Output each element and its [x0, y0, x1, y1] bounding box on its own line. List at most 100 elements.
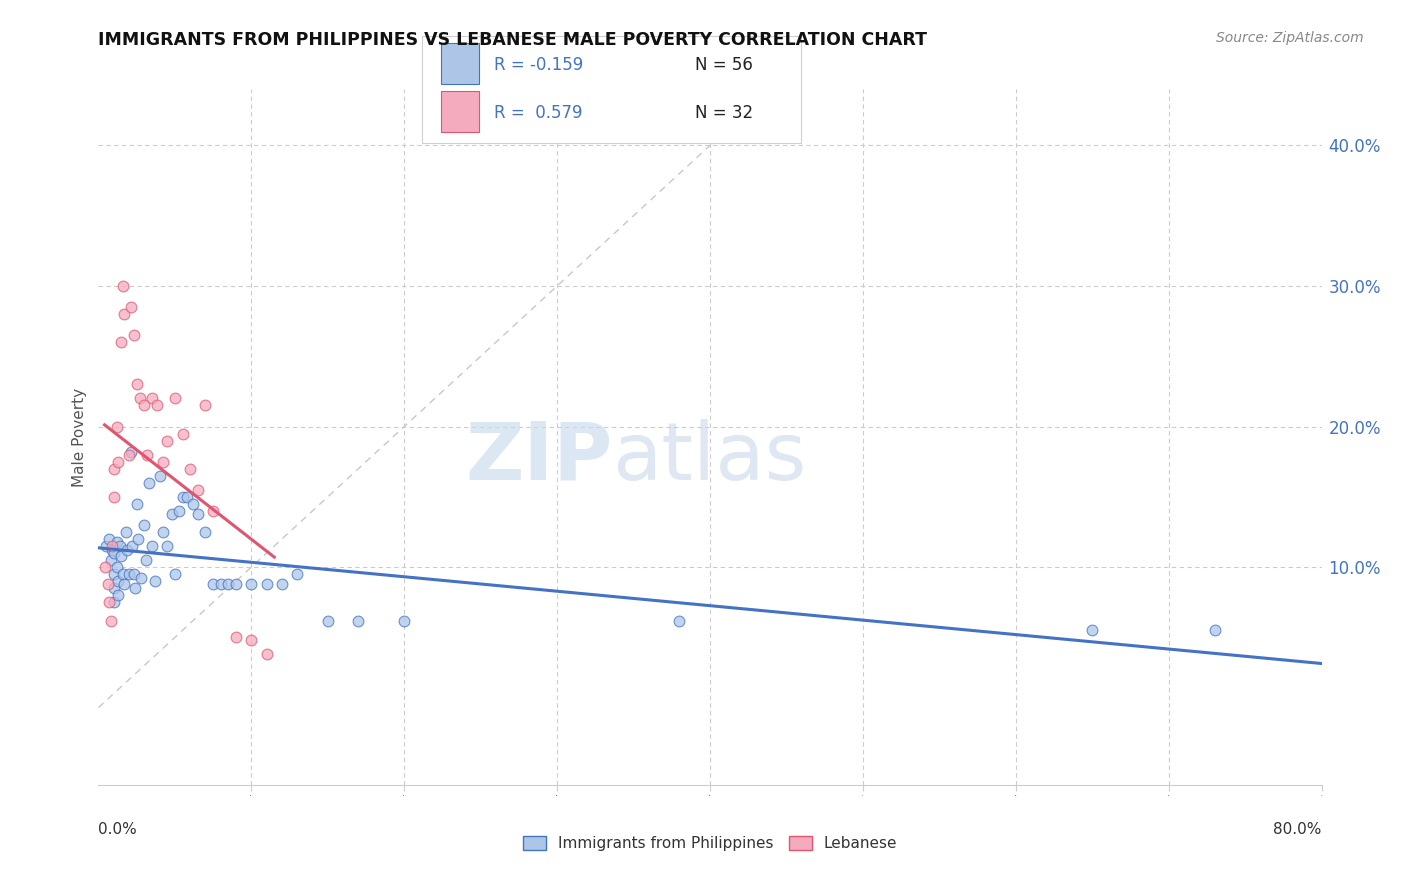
- Point: [105, 419, 128, 434]
- Point: [93, 560, 115, 574]
- Point: [107, 574, 129, 589]
- Point: [169, 504, 191, 518]
- Point: [97, 577, 120, 591]
- Text: ZIP: ZIP: [465, 419, 612, 497]
- Point: [668, 614, 690, 628]
- Point: [285, 567, 308, 582]
- Text: N = 32: N = 32: [695, 103, 754, 121]
- Point: [172, 490, 194, 504]
- Point: [103, 461, 125, 475]
- Point: [256, 577, 278, 591]
- Point: [270, 577, 292, 591]
- Point: [163, 567, 186, 582]
- Point: [124, 581, 146, 595]
- Point: [103, 567, 125, 582]
- Point: [134, 399, 156, 413]
- Point: [112, 307, 135, 321]
- Text: atlas: atlas: [612, 419, 807, 497]
- Point: [141, 539, 163, 553]
- Point: [179, 461, 201, 475]
- Point: [240, 633, 263, 648]
- Point: [103, 490, 125, 504]
- Point: [111, 567, 134, 582]
- Point: [202, 504, 225, 518]
- Point: [107, 588, 129, 602]
- Point: [145, 399, 167, 413]
- Point: [138, 475, 160, 490]
- Point: [115, 524, 138, 539]
- Point: [129, 571, 152, 585]
- Point: [105, 560, 128, 574]
- Point: [94, 539, 117, 553]
- FancyBboxPatch shape: [441, 43, 479, 84]
- Point: [141, 392, 163, 406]
- Point: [156, 434, 179, 448]
- Point: [217, 577, 239, 591]
- Point: [172, 426, 194, 441]
- Point: [202, 577, 225, 591]
- Text: IMMIGRANTS FROM PHILIPPINES VS LEBANESE MALE POVERTY CORRELATION CHART: IMMIGRANTS FROM PHILIPPINES VS LEBANESE …: [98, 31, 928, 49]
- Text: N = 56: N = 56: [695, 55, 754, 73]
- Point: [101, 539, 124, 553]
- Point: [149, 468, 172, 483]
- Point: [127, 532, 149, 546]
- Point: [121, 539, 143, 553]
- Point: [120, 300, 142, 314]
- Point: [117, 543, 139, 558]
- Point: [125, 497, 148, 511]
- Point: [107, 455, 129, 469]
- Point: [209, 577, 232, 591]
- Point: [187, 507, 209, 521]
- Text: 0.0%: 0.0%: [98, 822, 138, 837]
- Point: [156, 539, 179, 553]
- Point: [110, 549, 132, 563]
- Point: [194, 399, 217, 413]
- Point: [392, 614, 416, 628]
- Point: [101, 543, 124, 558]
- Text: R =  0.579: R = 0.579: [494, 103, 582, 121]
- Point: [118, 448, 141, 462]
- Point: [118, 567, 141, 582]
- Point: [111, 279, 134, 293]
- Point: [316, 614, 339, 628]
- Point: [100, 553, 122, 567]
- Point: [122, 567, 145, 582]
- Point: [103, 546, 125, 560]
- FancyBboxPatch shape: [441, 91, 479, 132]
- Point: [1204, 624, 1226, 638]
- Point: [120, 445, 142, 459]
- Point: [194, 524, 217, 539]
- Point: [135, 553, 157, 567]
- Text: R = -0.159: R = -0.159: [494, 55, 583, 73]
- Point: [160, 507, 183, 521]
- Point: [110, 335, 132, 350]
- Point: [125, 377, 148, 392]
- Point: [347, 614, 370, 628]
- Point: [163, 392, 186, 406]
- Text: Source: ZipAtlas.com: Source: ZipAtlas.com: [1216, 31, 1364, 45]
- Point: [98, 595, 121, 609]
- Point: [112, 577, 135, 591]
- Point: [225, 577, 247, 591]
- Point: [240, 577, 263, 591]
- Point: [181, 497, 204, 511]
- Point: [152, 455, 174, 469]
- Point: [256, 647, 278, 661]
- Point: [122, 328, 145, 343]
- Point: [128, 392, 150, 406]
- Point: [143, 574, 166, 589]
- Point: [134, 517, 156, 532]
- Point: [108, 539, 131, 553]
- Point: [103, 595, 125, 609]
- Point: [105, 534, 128, 549]
- Y-axis label: Male Poverty: Male Poverty: [72, 387, 87, 487]
- Text: 80.0%: 80.0%: [1274, 822, 1322, 837]
- Point: [103, 581, 125, 595]
- Point: [225, 631, 247, 645]
- Point: [152, 524, 174, 539]
- Point: [1081, 624, 1104, 638]
- Point: [187, 483, 209, 497]
- Point: [136, 448, 159, 462]
- Point: [100, 614, 122, 628]
- Point: [176, 490, 198, 504]
